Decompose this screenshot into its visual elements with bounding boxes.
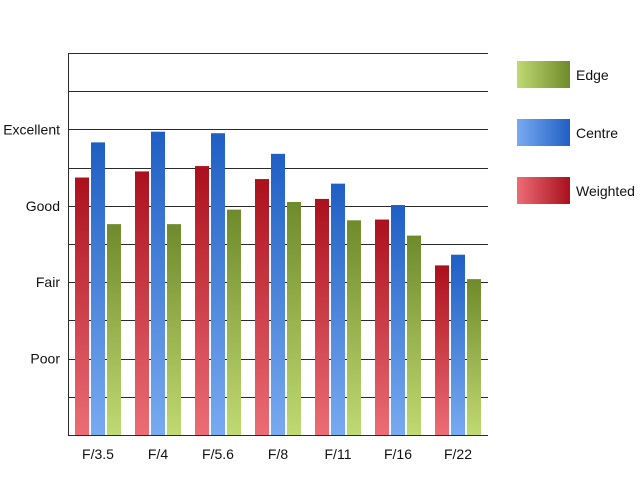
x-tick-label: F/11 (325, 446, 352, 462)
x-tick-label: F/8 (268, 446, 288, 462)
bar-centre-f56 (211, 133, 225, 435)
bars (75, 131, 481, 436)
bar-weighted-f35 (75, 177, 89, 436)
bar-weighted-f4 (135, 171, 149, 436)
bar-edge-f11 (347, 220, 361, 435)
x-axis-labels: F/3.5 F/4 F/5.6 F/8 F/11 F/16 F/22 (82, 446, 472, 462)
y-tick-label: Excellent (3, 121, 60, 137)
x-tick-label: F/3.5 (82, 446, 114, 462)
legend-label-centre: Centre (576, 125, 618, 141)
x-tick-label: F/4 (148, 446, 168, 462)
bar-edge-f16 (407, 235, 421, 435)
bar-edge-f4 (167, 224, 181, 435)
legend-swatch-centre (517, 119, 570, 146)
legend-swatch-edge (517, 61, 570, 88)
y-tick-label: Fair (36, 274, 60, 290)
bar-weighted-f56 (195, 166, 209, 435)
y-axis-labels: Poor Fair Good Excellent (3, 121, 60, 366)
bar-edge-f35 (107, 224, 121, 435)
bar-edge-f56 (227, 209, 241, 435)
legend-swatch-weighted (517, 177, 570, 204)
x-tick-label: F/5.6 (202, 446, 234, 462)
legend-label-weighted: Weighted (576, 183, 635, 199)
y-tick-label: Poor (30, 351, 60, 367)
bar-weighted-f16 (375, 219, 389, 435)
x-tick-label: F/16 (384, 446, 412, 462)
bar-weighted-f22 (435, 265, 449, 435)
bar-weighted-f8 (255, 179, 269, 435)
bar-weighted-f11 (315, 198, 329, 435)
bar-centre-f8 (271, 153, 285, 435)
legend: Edge Centre Weighted (517, 61, 635, 204)
bar-centre-f4 (151, 131, 165, 435)
bar-edge-f22 (467, 279, 481, 435)
bar-centre-f35 (91, 142, 105, 435)
bar-edge-f8 (287, 201, 301, 435)
x-tick-label: F/22 (444, 446, 472, 462)
legend-label-edge: Edge (576, 67, 609, 83)
bar-centre-f11 (331, 183, 345, 435)
axes (68, 53, 488, 436)
bar-centre-f22 (451, 254, 465, 435)
y-tick-label: Good (26, 198, 60, 214)
bar-centre-f16 (391, 205, 405, 435)
